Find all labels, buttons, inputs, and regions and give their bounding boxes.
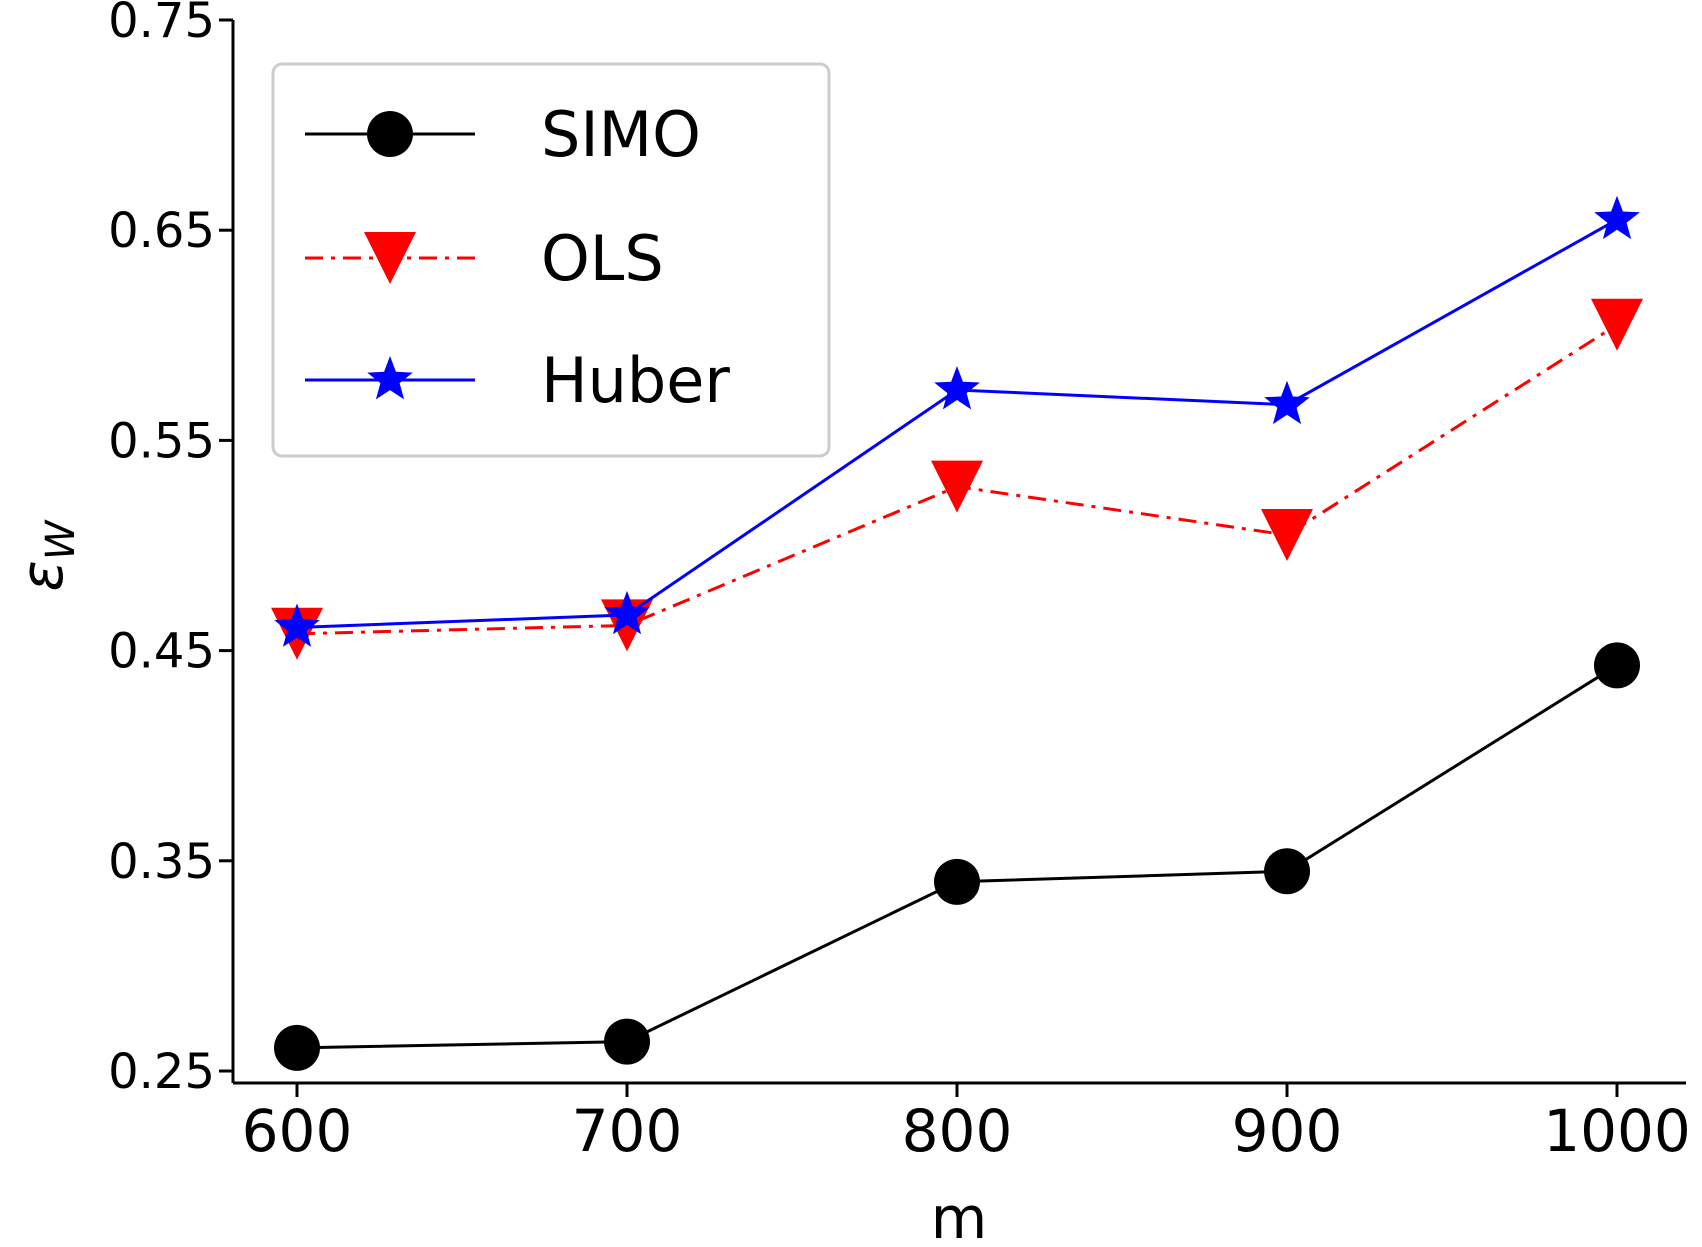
- data-point: [931, 460, 983, 513]
- y-tick-label: 0.65: [108, 203, 215, 259]
- x-axis-title: m: [931, 1184, 988, 1247]
- legend-marker: [364, 232, 416, 284]
- data-point: [1594, 642, 1640, 689]
- y-axis-title-subscript: W: [38, 519, 84, 560]
- data-point: [934, 858, 980, 905]
- legend-box: [271, 62, 831, 458]
- legend-label: OLS: [541, 222, 664, 295]
- y-tick-label: 0.35: [108, 834, 215, 890]
- legend-marker: [367, 111, 413, 157]
- x-ticks: 600 700 800 900 1000: [242, 1083, 1691, 1165]
- series-line: [296, 664, 1618, 1050]
- legend-label: SIMO: [541, 98, 701, 171]
- legend: SIMO OLS Huber: [271, 62, 831, 458]
- series-huber: [274, 195, 1640, 647]
- data-point: [604, 590, 650, 635]
- legend-items: SIMO OLS Huber: [305, 98, 730, 417]
- data-point: [274, 603, 320, 647]
- x-tick-label: 800: [902, 1097, 1013, 1165]
- x-tick-label: 600: [242, 1097, 353, 1165]
- data-point: [1264, 380, 1310, 425]
- data-point: [1264, 848, 1310, 895]
- y-axis-title-main: ε: [8, 560, 76, 591]
- legend-item-simo: SIMO: [305, 98, 701, 171]
- y-tick-label: 0.25: [108, 1044, 215, 1100]
- data-point: [1261, 508, 1313, 561]
- legend-marker: [367, 356, 413, 400]
- series-simo: [274, 642, 1640, 1071]
- x-tick-label: 900: [1232, 1097, 1343, 1165]
- legend-label: Huber: [541, 344, 730, 417]
- y-ticks: 0.25 0.35 0.45 0.55 0.65 0.75: [108, 0, 233, 1100]
- y-axis-title: εW: [8, 519, 84, 591]
- y-tick-label: 0.55: [108, 413, 215, 469]
- legend-item-huber: Huber: [305, 344, 730, 417]
- axes: [231, 20, 1686, 1085]
- data-point: [1591, 298, 1643, 351]
- x-tick-label: 700: [572, 1097, 683, 1165]
- x-tick-label: 1000: [1543, 1097, 1691, 1165]
- data-point: [1594, 195, 1640, 240]
- data-point: [934, 366, 980, 410]
- y-tick-label: 0.75: [108, 0, 215, 49]
- data-point: [274, 1024, 320, 1071]
- legend-item-ols: OLS: [305, 222, 664, 295]
- y-tick-label: 0.45: [108, 624, 215, 680]
- series-layer: [271, 195, 1643, 1071]
- data-point: [604, 1018, 650, 1065]
